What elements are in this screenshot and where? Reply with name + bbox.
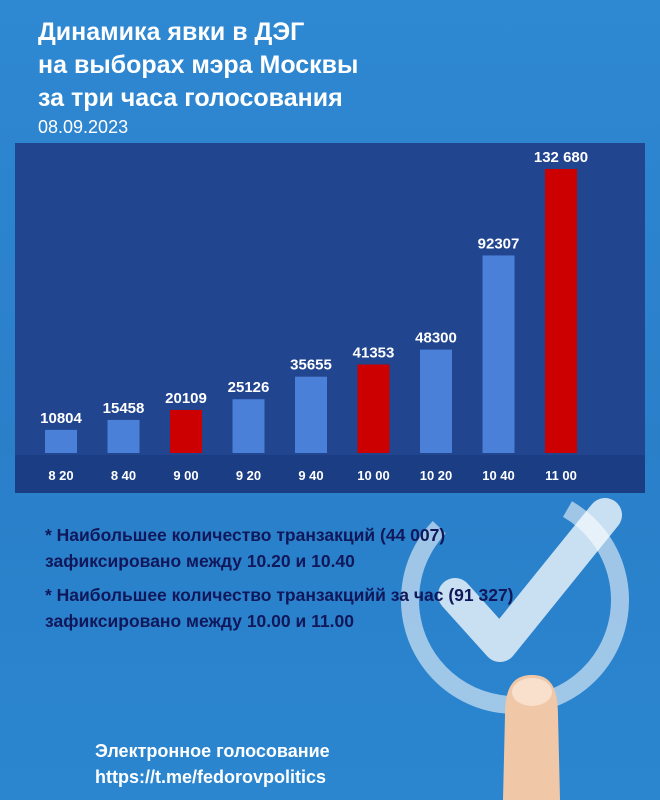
checkmark-icon	[401, 486, 629, 714]
bar-value-label: 92307	[478, 235, 520, 252]
bar	[545, 169, 577, 453]
bar-value-label: 41353	[353, 344, 395, 361]
footer: Электронное голосование https://t.me/fed…	[95, 738, 330, 790]
bar	[482, 255, 515, 453]
note-2-line-2: зафиксировано между 10.00 и 11.00	[45, 611, 354, 631]
bar-value-label: 20109	[165, 390, 207, 407]
bar-value-label: 25126	[228, 379, 270, 396]
footer-link[interactable]: https://t.me/fedorovpolitics	[95, 767, 327, 787]
footer-title: Электронное голосование	[95, 741, 330, 761]
bar	[232, 399, 265, 453]
title-line-3: за три часа голосования	[38, 84, 343, 112]
bar-value-label: 15458	[103, 400, 145, 417]
bar	[420, 349, 452, 453]
x-tick-label: 10 40	[482, 468, 515, 483]
note-2-line-1: * Наибольшее количество транзакцийй за ч…	[45, 585, 514, 605]
note-1-line-1: * Наибольшее количество транзакций (44 0…	[45, 525, 446, 545]
date-label: 08.09.2023	[38, 117, 129, 137]
x-axis-band	[15, 455, 645, 493]
bar	[45, 429, 77, 453]
x-tick-label: 10 20	[420, 468, 453, 483]
bar-value-label: 132 680	[534, 149, 588, 166]
note-2: * Наибольшее количество транзакцийй за ч…	[45, 582, 514, 634]
x-tick-label: 8 40	[111, 468, 136, 483]
title-line-1: Динамика явки в ДЭГ	[38, 18, 305, 46]
x-tick-label: 9 20	[236, 468, 261, 483]
bar-value-label: 48300	[415, 330, 457, 347]
bar-value-label: 35655	[290, 357, 332, 374]
x-tick-label: 8 20	[48, 468, 73, 483]
bar	[170, 409, 202, 453]
bar	[295, 376, 327, 453]
page-title: Динамика явки в ДЭГ на выборах мэра Моск…	[38, 16, 358, 115]
checkmark-decoration	[401, 486, 629, 800]
x-tick-label: 10 00	[357, 468, 390, 483]
x-tick-label: 9 40	[298, 468, 323, 483]
pointing-finger-icon	[503, 675, 560, 800]
title-line-2: на выборах мэра Москвы	[38, 51, 359, 79]
bar-value-label: 10804	[40, 410, 82, 427]
turnout-bar-chart: 10804 8 20 15458 8 40 20109 9 00 25126 9 20 3565…	[15, 143, 645, 493]
note-1-line-2: зафиксировано между 10.20 и 10.40	[45, 551, 355, 571]
bar	[107, 419, 140, 453]
x-tick-label: 9 00	[173, 468, 198, 483]
x-tick-label: 11 00	[545, 468, 577, 483]
bar	[357, 364, 390, 453]
plot-area	[15, 143, 645, 455]
note-1: * Наибольшее количество транзакций (44 0…	[45, 522, 445, 574]
